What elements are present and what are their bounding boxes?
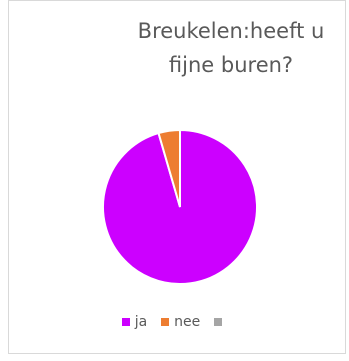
chart-title: Breukelen:heeft u fijne buren? <box>137 19 325 77</box>
legend-item-nee: nee <box>161 314 200 330</box>
legend-item-ja: ja <box>121 314 148 330</box>
legend-item-third <box>214 318 227 326</box>
legend-swatch-ja <box>121 318 130 326</box>
legend-label-nee: nee <box>174 314 201 330</box>
legend-swatch-third <box>214 318 223 326</box>
legend-swatch-nee <box>161 318 170 326</box>
legend: ja nee <box>0 314 349 330</box>
legend-label-ja: ja <box>134 314 148 330</box>
pie-slice-nee <box>157 128 181 208</box>
